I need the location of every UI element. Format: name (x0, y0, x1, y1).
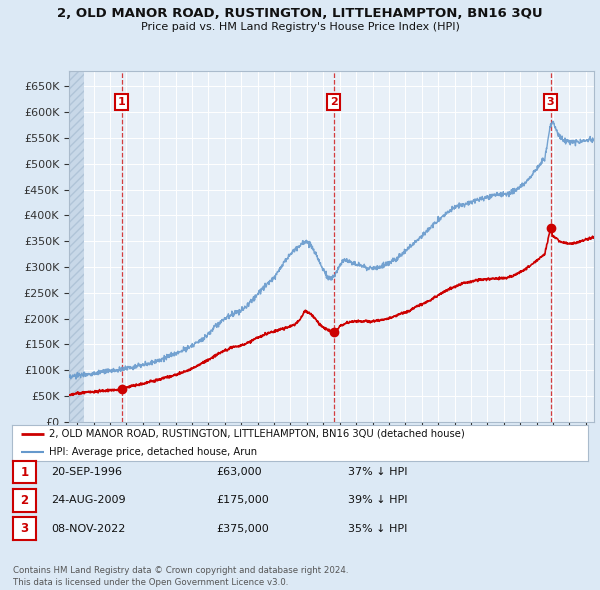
Text: 39% ↓ HPI: 39% ↓ HPI (348, 496, 407, 505)
Text: 2, OLD MANOR ROAD, RUSTINGTON, LITTLEHAMPTON, BN16 3QU (detached house): 2, OLD MANOR ROAD, RUSTINGTON, LITTLEHAM… (49, 429, 465, 439)
Text: 24-AUG-2009: 24-AUG-2009 (51, 496, 125, 505)
Text: 2: 2 (20, 494, 29, 507)
Text: 3: 3 (547, 97, 554, 107)
Text: HPI: Average price, detached house, Arun: HPI: Average price, detached house, Arun (49, 447, 257, 457)
Text: 35% ↓ HPI: 35% ↓ HPI (348, 524, 407, 533)
Text: 2: 2 (330, 97, 338, 107)
Bar (69, 71, 84, 422)
Text: 20-SEP-1996: 20-SEP-1996 (51, 467, 122, 477)
Text: Price paid vs. HM Land Registry's House Price Index (HPI): Price paid vs. HM Land Registry's House … (140, 22, 460, 32)
Text: 1: 1 (118, 97, 126, 107)
Text: 3: 3 (20, 522, 29, 535)
Text: 2, OLD MANOR ROAD, RUSTINGTON, LITTLEHAMPTON, BN16 3QU: 2, OLD MANOR ROAD, RUSTINGTON, LITTLEHAM… (57, 7, 543, 20)
Text: 1: 1 (20, 466, 29, 478)
Text: £375,000: £375,000 (216, 524, 269, 533)
Text: 37% ↓ HPI: 37% ↓ HPI (348, 467, 407, 477)
Text: Contains HM Land Registry data © Crown copyright and database right 2024.
This d: Contains HM Land Registry data © Crown c… (13, 566, 349, 587)
Text: £63,000: £63,000 (216, 467, 262, 477)
Text: 08-NOV-2022: 08-NOV-2022 (51, 524, 125, 533)
Text: £175,000: £175,000 (216, 496, 269, 505)
